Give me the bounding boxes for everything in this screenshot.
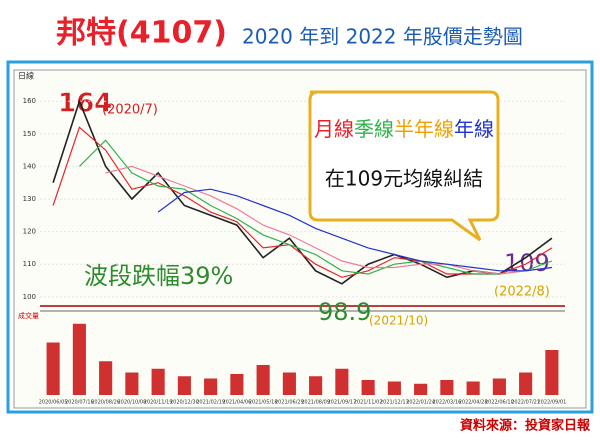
volume-bar bbox=[361, 380, 375, 395]
x-tick-label: 2022/01/24 bbox=[406, 400, 435, 406]
subtitle: 2020 年到 2022 年股價走勢圖 bbox=[242, 25, 523, 49]
annotation: (2022/8) bbox=[494, 285, 550, 300]
callout-word: 月線 bbox=[314, 117, 354, 141]
x-tick-label: 2020/06/05 bbox=[39, 400, 68, 406]
x-tick-label: 2021/09/17 bbox=[327, 400, 356, 406]
y-tick-label: 100 bbox=[23, 293, 36, 301]
callout-word: 季線 bbox=[354, 117, 394, 141]
x-tick-label: 2022/06/10 bbox=[485, 400, 514, 406]
series-line bbox=[78, 139, 553, 275]
callout-title: 月線季線半年線年線 bbox=[314, 117, 494, 141]
callout-box bbox=[308, 90, 500, 242]
x-tick-label: 2021/11/02 bbox=[354, 400, 383, 406]
y-tick-label: 120 bbox=[23, 228, 36, 236]
series-line bbox=[157, 188, 552, 272]
chart-panel bbox=[13, 69, 587, 409]
series-line bbox=[105, 165, 552, 275]
source: 資料來源：投資家日報 bbox=[460, 418, 591, 434]
annotation: (2021/10) bbox=[369, 314, 428, 328]
volume-bar bbox=[309, 376, 323, 395]
x-tick-label: 2022/03/16 bbox=[432, 400, 461, 406]
x-tick-label: 2020/07/16 bbox=[65, 400, 94, 406]
x-tick-label: 2021/06/29 bbox=[275, 400, 304, 406]
callout-word: 半年線 bbox=[394, 117, 454, 141]
callout-note: 在109元均線糾結 bbox=[325, 167, 483, 191]
volume-bar bbox=[492, 378, 506, 395]
y-tick-label: 140 bbox=[23, 162, 36, 170]
y-tick-label: 150 bbox=[23, 130, 36, 138]
x-tick-label: 2022/09/01 bbox=[537, 400, 566, 406]
y-tick-label: 130 bbox=[23, 195, 36, 203]
annotation: 波段跌幅39% bbox=[84, 262, 233, 290]
volume-bar bbox=[414, 383, 428, 395]
x-tick-label: 2022/07/21 bbox=[511, 400, 540, 406]
series-line bbox=[52, 126, 553, 278]
x-tick-label: 2022/04/28 bbox=[459, 400, 488, 406]
x-tick-label: 2020/12/30 bbox=[170, 400, 199, 406]
volume-bar bbox=[440, 380, 454, 395]
volume-bar bbox=[545, 350, 559, 395]
x-tick-label: 2021/04/06 bbox=[222, 400, 251, 406]
volume-bar bbox=[177, 376, 191, 395]
volume-bar bbox=[256, 365, 270, 395]
x-tick-label: 2020/10/08 bbox=[117, 400, 146, 406]
volume-bar bbox=[151, 368, 165, 395]
x-tick-label: 2021/08/09 bbox=[301, 400, 330, 406]
annotation: (2020/7) bbox=[102, 103, 158, 118]
callout-word: 年線 bbox=[454, 117, 494, 141]
volume-bar bbox=[125, 372, 139, 395]
y-tick-label: 160 bbox=[23, 97, 36, 105]
volume-bar bbox=[72, 323, 86, 395]
panel-label: 日線 bbox=[18, 71, 34, 81]
volume-bar bbox=[466, 381, 480, 395]
y-tick-label: 110 bbox=[23, 260, 36, 268]
volume-bar bbox=[335, 368, 349, 395]
volume-bar bbox=[99, 361, 113, 395]
volume-bar bbox=[387, 381, 401, 395]
x-tick-label: 2021/05/18 bbox=[249, 400, 278, 406]
annotation: 98.9 bbox=[318, 298, 371, 326]
x-tick-label: 2021/12/13 bbox=[380, 400, 409, 406]
x-tick-label: 2020/08/26 bbox=[91, 400, 120, 406]
volume-bar bbox=[204, 378, 218, 395]
volume-bar bbox=[46, 342, 60, 395]
volume-bar bbox=[282, 372, 296, 395]
x-tick-label: 2020/11/19 bbox=[144, 400, 173, 406]
volume-bar bbox=[519, 372, 533, 395]
title: 邦特(4107) bbox=[56, 16, 227, 51]
x-tick-label: 2021/02/19 bbox=[196, 400, 225, 406]
volume-bar bbox=[230, 374, 244, 395]
volume-label: 成交量 bbox=[18, 311, 39, 320]
